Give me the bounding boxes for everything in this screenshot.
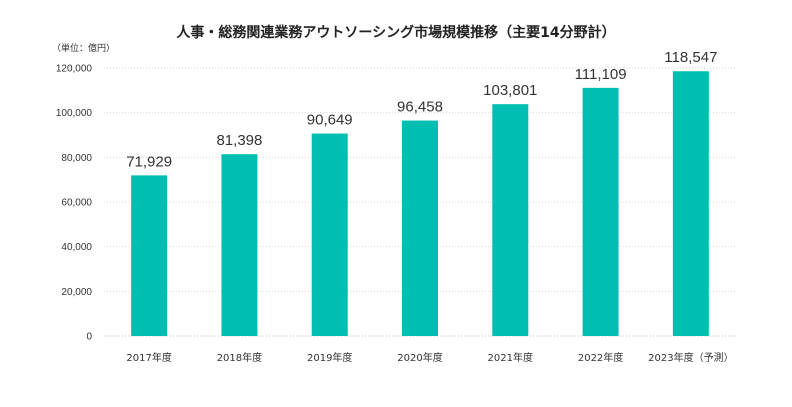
unit-label: （単位：億円） bbox=[52, 42, 115, 54]
bar bbox=[311, 133, 348, 336]
y-tick-label: 60,000 bbox=[61, 198, 92, 209]
bar bbox=[402, 120, 438, 336]
x-axis-ticks: 2017年度 2018年度 2019年度 2020年度 2021年度 2022年度 2023… bbox=[126, 351, 733, 364]
data-labels: 71,929 81,398 90,649 96,458 103,801 111,109 11… bbox=[126, 49, 717, 170]
x-tick-label: 2018年度 bbox=[217, 351, 262, 364]
data-label: 81,398 bbox=[216, 132, 262, 149]
bar bbox=[582, 87, 619, 336]
chart-title: 人事・総務関連業務アウトソーシング市場規模推移（主要14分野計） bbox=[176, 24, 615, 41]
data-label: 90,649 bbox=[307, 112, 353, 129]
data-label: 71,929 bbox=[126, 153, 172, 170]
y-tick-label: 20,000 bbox=[61, 287, 92, 298]
bar bbox=[221, 154, 258, 336]
y-tick-label: 100,000 bbox=[56, 108, 93, 119]
x-tick-label: 2017年度 bbox=[126, 351, 171, 364]
y-tick-label: 0 bbox=[86, 332, 92, 343]
bar bbox=[131, 175, 168, 336]
y-tick-label: 40,000 bbox=[61, 242, 92, 253]
y-tick-label: 120,000 bbox=[56, 64, 93, 75]
x-tick-label: 2022年度 bbox=[578, 351, 623, 364]
x-tick-label: 2020年度 bbox=[397, 351, 442, 364]
bar bbox=[492, 104, 529, 336]
y-axis-ticks: 0 20,000 40,000 60,000 80,000 100,000 120,000 bbox=[56, 64, 93, 343]
bars bbox=[131, 71, 709, 337]
bar bbox=[672, 71, 709, 337]
data-label: 103,801 bbox=[483, 82, 537, 99]
data-label: 96,458 bbox=[397, 99, 443, 116]
x-tick-label: 2021年度 bbox=[488, 351, 533, 364]
x-tick-label: 2019年度 bbox=[307, 351, 352, 364]
data-label: 118,547 bbox=[664, 49, 717, 66]
y-tick-label: 80,000 bbox=[61, 153, 92, 164]
data-label: 111,109 bbox=[575, 66, 627, 83]
x-tick-label: 2023年度（予測） bbox=[648, 351, 733, 364]
